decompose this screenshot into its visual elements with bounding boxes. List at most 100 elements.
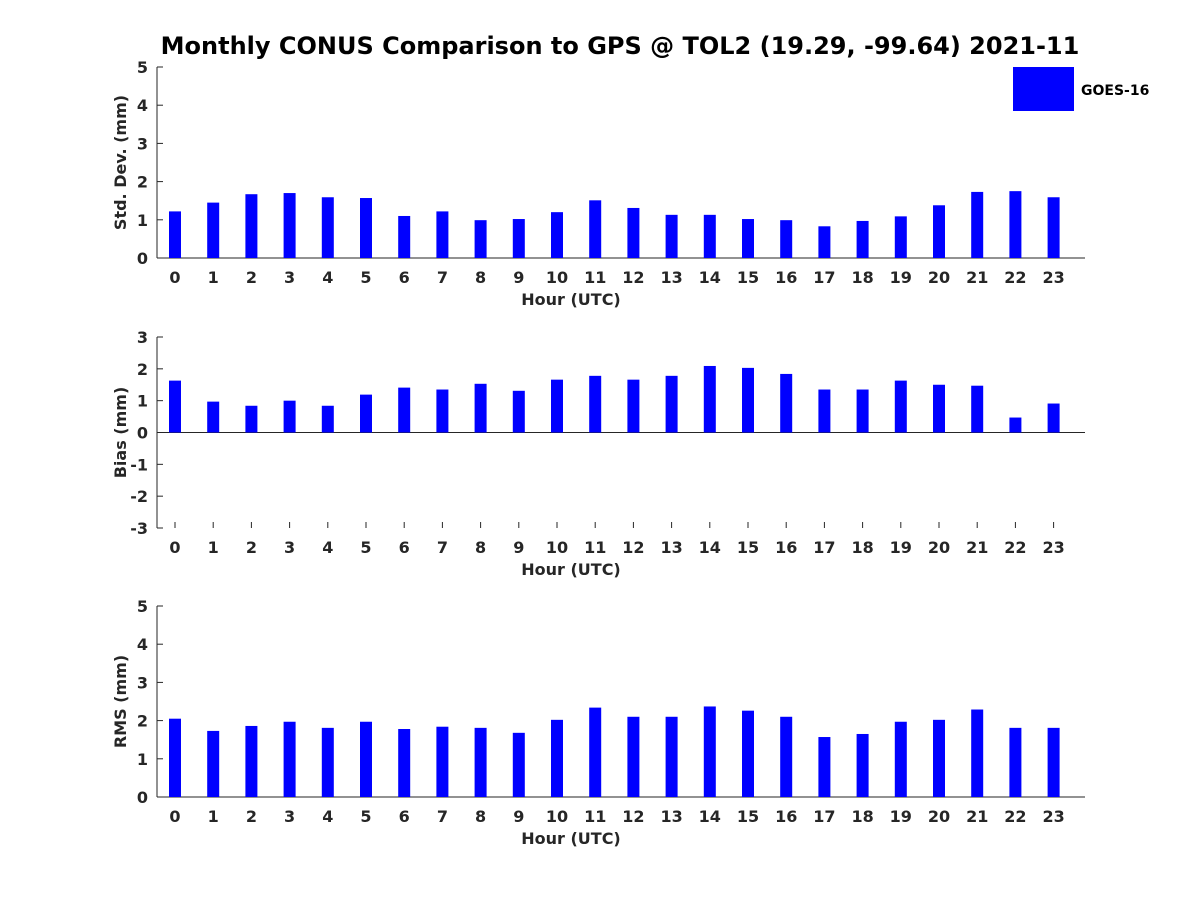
std-dev-x-axis-label: Hour (UTC) — [521, 290, 621, 309]
std-dev-x-tick-label: 11 — [584, 268, 606, 287]
std-dev-bar-hour-0 — [169, 211, 181, 258]
bias-x-tick-label: 3 — [284, 538, 295, 557]
bias-y-tick-label: -1 — [130, 455, 148, 474]
bias-bar-hour-15 — [742, 367, 754, 433]
bias-x-tick-label: 6 — [399, 538, 410, 557]
bias-bar-hour-10 — [551, 379, 563, 433]
bias-bar-hour-6 — [398, 387, 411, 433]
std-dev-x-tick-label: 0 — [169, 268, 180, 287]
std-dev-x-tick-label: 6 — [399, 268, 410, 287]
rms-x-tick-label: 8 — [475, 807, 486, 826]
std-dev-x-tick-label: 5 — [360, 268, 371, 287]
bias-x-axis-label: Hour (UTC) — [521, 560, 621, 579]
std-dev-x-tick-label: 14 — [699, 268, 721, 287]
rms-x-axis-label: Hour (UTC) — [521, 829, 621, 848]
std-dev-x-tick-label: 4 — [322, 268, 333, 287]
bias-bar-hour-16 — [780, 373, 793, 433]
bias-x-tick-label: 23 — [1042, 538, 1064, 557]
std-dev-x-tick-label: 10 — [546, 268, 568, 287]
std-dev-bar-hour-19 — [894, 216, 907, 258]
rms-x-tick-label: 17 — [813, 807, 835, 826]
rms-x-tick-label: 9 — [513, 807, 524, 826]
rms-bar-hour-12 — [627, 716, 640, 797]
rms-bar-hour-20 — [933, 719, 945, 797]
std-dev-bar-hour-11 — [589, 200, 602, 258]
bias-bar-hour-21 — [971, 385, 984, 433]
rms-y-tick-label: 1 — [137, 750, 148, 769]
std-dev-bar-hour-4 — [321, 197, 334, 258]
std-dev-bar-hour-16 — [780, 220, 793, 258]
rms-x-tick-label: 14 — [699, 807, 721, 826]
rms-bar-hour-3 — [283, 721, 296, 797]
rms-x-tick-label: 11 — [584, 807, 606, 826]
std-dev-y-axis-label: Std. Dev. (mm) — [111, 95, 130, 230]
std-dev-bar-hour-14 — [703, 214, 716, 258]
bias-bar-hour-5 — [360, 394, 372, 433]
rms-y-tick-label: 0 — [137, 788, 148, 807]
rms-x-tick-label: 4 — [322, 807, 333, 826]
std-dev-bar-hour-6 — [398, 215, 411, 258]
rms-x-tick-label: 18 — [851, 807, 873, 826]
rms-x-tick-label: 20 — [928, 807, 950, 826]
std-dev-y-tick-label: 2 — [137, 173, 148, 192]
rms-x-tick-label: 5 — [360, 807, 371, 826]
std-dev-x-tick-label: 22 — [1004, 268, 1026, 287]
std-dev-y-tick-label: 4 — [137, 96, 148, 115]
rms-x-tick-label: 7 — [437, 807, 448, 826]
rms-bar-hour-21 — [971, 709, 984, 797]
rms-bar-hour-4 — [321, 727, 334, 797]
std-dev-bar-hour-13 — [665, 214, 678, 258]
bias-x-tick-label: 21 — [966, 538, 988, 557]
std-dev-bar-hour-7 — [436, 211, 449, 258]
std-dev-bar-hour-10 — [551, 212, 563, 258]
bias-y-tick-label: 0 — [137, 424, 148, 443]
rms-bar-hour-0 — [169, 718, 181, 797]
rms-x-tick-label: 13 — [660, 807, 682, 826]
rms-y-tick-label: 5 — [137, 597, 148, 616]
rms-y-tick-label: 4 — [137, 635, 148, 654]
bias-bar-hour-23 — [1047, 403, 1060, 433]
std-dev-bar-hour-23 — [1047, 197, 1060, 258]
bias-bar-hour-20 — [933, 384, 945, 433]
bias-bar-hour-9 — [512, 390, 525, 433]
rms-bar-hour-22 — [1009, 727, 1022, 797]
rms-bar-hour-7 — [436, 726, 449, 797]
bias-bar-hour-4 — [321, 405, 334, 433]
std-dev-y-tick-label: 1 — [137, 211, 148, 230]
rms-bar-hour-10 — [551, 719, 563, 797]
std-dev-y-tick-label: 3 — [137, 134, 148, 153]
std-dev-x-tick-label: 15 — [737, 268, 759, 287]
bias-x-tick-label: 9 — [513, 538, 524, 557]
bias-x-tick-label: 19 — [890, 538, 912, 557]
bias-bar-hour-14 — [703, 365, 716, 433]
rms-bar-hour-6 — [398, 729, 411, 797]
bias-x-tick-label: 22 — [1004, 538, 1026, 557]
rms-bar-hour-1 — [207, 730, 220, 797]
std-dev-bar-hour-3 — [283, 193, 296, 258]
bias-bar-hour-7 — [436, 389, 449, 433]
rms-bar-hour-13 — [665, 716, 678, 797]
std-dev-bar-hour-15 — [742, 219, 754, 258]
rms-y-axis-label: RMS (mm) — [111, 655, 130, 748]
rms-bar-hour-14 — [703, 706, 716, 797]
std-dev-x-tick-label: 8 — [475, 268, 486, 287]
rms-x-tick-label: 23 — [1042, 807, 1064, 826]
bias-x-tick-label: 5 — [360, 538, 371, 557]
rms-x-tick-label: 21 — [966, 807, 988, 826]
std-dev-x-tick-label: 17 — [813, 268, 835, 287]
std-dev-bar-hour-22 — [1009, 191, 1022, 258]
std-dev-bar-hour-18 — [856, 220, 869, 258]
std-dev-x-tick-label: 9 — [513, 268, 524, 287]
std-dev-bar-hour-1 — [207, 202, 220, 258]
bias-x-tick-label: 18 — [851, 538, 873, 557]
std-dev-bar-hour-5 — [360, 198, 372, 258]
rms-bar-hour-15 — [742, 710, 754, 797]
std-dev-bar-hour-21 — [971, 191, 984, 258]
std-dev-x-tick-label: 1 — [208, 268, 219, 287]
rms-bar-hour-17 — [818, 737, 831, 797]
rms-x-tick-label: 15 — [737, 807, 759, 826]
